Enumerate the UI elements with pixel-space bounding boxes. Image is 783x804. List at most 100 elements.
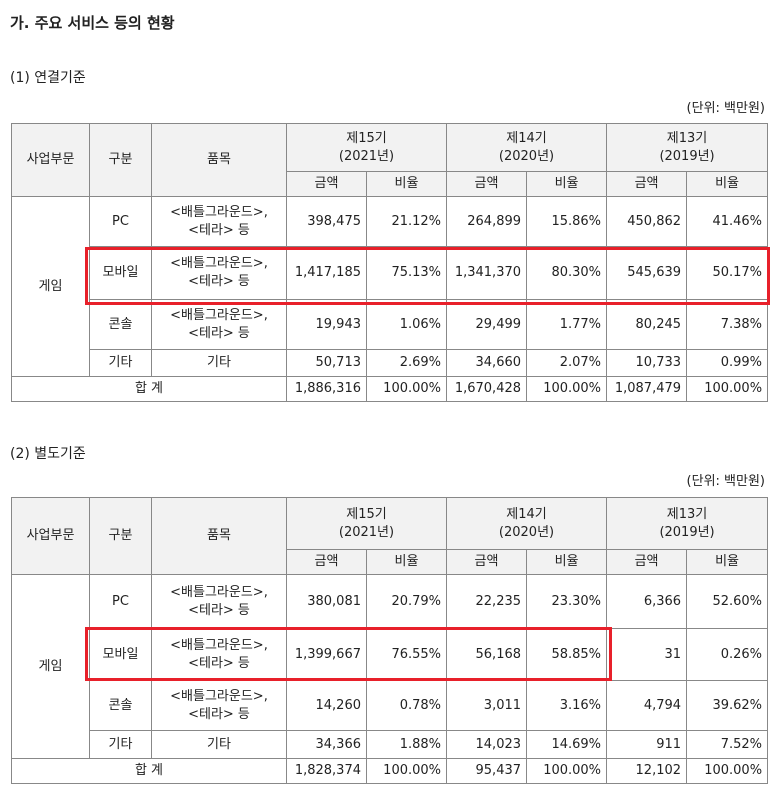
item-cell: 기타 <box>151 730 287 759</box>
total-value-cell: 95,437 <box>446 758 528 784</box>
category-cell: 기타 <box>89 730 152 759</box>
value-cell: 1.06% <box>365 299 448 350</box>
value-cell: 14.69% <box>526 730 608 759</box>
value-cell: 10,733 <box>606 349 688 377</box>
separate-subtitle: (2) 별도기준 <box>10 446 86 462</box>
header-period-13: 제13기 (2019년) <box>606 497 769 550</box>
category-cell: PC <box>89 196 152 247</box>
category-cell: 콘솔 <box>89 680 152 731</box>
value-cell: 34,366 <box>286 730 367 759</box>
value-cell: 1.88% <box>365 730 448 759</box>
value-cell: 52.60% <box>686 574 769 629</box>
value-cell: 3.16% <box>526 680 608 731</box>
value-cell: 22,235 <box>446 574 528 629</box>
value-cell: 50,713 <box>286 349 367 377</box>
value-cell: 1,417,185 <box>286 246 367 300</box>
item-cell: <배틀그라운드>, <테라> 등 <box>151 299 287 350</box>
table-row: 모바일 <배틀그라운드>, <테라> 등 1,399,667 76.55% 56,… <box>12 628 769 681</box>
header-category: 구분 <box>89 123 152 197</box>
item-cell: <배틀그라운드>, <테라> 등 <box>151 196 287 247</box>
separate-unit-note: (단위: 백만원) <box>686 474 765 489</box>
total-row: 합 계 1,886,316 100.00% 1,670,428 100.00% … <box>11 376 769 402</box>
header-category: 구분 <box>89 497 152 575</box>
total-value-cell: 100.00% <box>526 758 608 784</box>
header-amount: 금액 <box>606 171 688 197</box>
value-cell: 19,943 <box>286 299 367 350</box>
division-cell: 게임 <box>11 196 90 377</box>
total-value-cell: 1,087,479 <box>606 376 688 402</box>
header-period-15: 제15기 (2021년) <box>285 497 448 550</box>
total-value-cell: 1,886,316 <box>286 376 367 402</box>
highlight-box-mobile-separate <box>85 627 612 681</box>
category-cell: PC <box>89 574 152 629</box>
total-value-cell: 1,828,374 <box>286 758 367 784</box>
total-value-cell: 1,670,428 <box>446 376 528 402</box>
total-value-cell: 100.00% <box>686 376 769 402</box>
value-cell: 3,011 <box>446 680 528 731</box>
page-title: 가. 주요 서비스 등의 현황 <box>10 14 175 32</box>
value-cell: 31 <box>606 628 688 681</box>
header-ratio: 비율 <box>526 171 608 197</box>
value-cell: 380,081 <box>286 574 367 629</box>
header-period-14: 제14기 (2020년) <box>446 123 608 172</box>
consolidated-subtitle: (1) 연결기준 <box>10 70 86 86</box>
table-row: 모바일 <배틀그라운드>, <테라> 등 1,417,185 75.13% 1,3… <box>12 246 769 300</box>
header-item: 품목 <box>151 497 287 575</box>
item-cell: <배틀그라운드>, <테라> 등 <box>151 574 287 629</box>
header-division: 사업부문 <box>11 123 90 197</box>
header-division: 사업부문 <box>11 497 90 575</box>
total-value-cell: 12,102 <box>606 758 688 784</box>
total-value-cell: 100.00% <box>365 376 448 402</box>
header-amount: 금액 <box>286 171 367 197</box>
total-value-cell: 100.00% <box>686 758 769 784</box>
value-cell: 34,660 <box>446 349 528 377</box>
value-cell: 20.79% <box>365 574 448 629</box>
header-ratio: 비율 <box>365 549 448 575</box>
value-cell: 1.77% <box>526 299 608 350</box>
table-row: 기타 기타 50,713 2.69% 34,660 2.07% 10,733 0… <box>12 349 769 377</box>
value-cell: 0.78% <box>365 680 448 731</box>
value-cell: 545,639 <box>606 246 688 300</box>
total-value-cell: 100.00% <box>365 758 448 784</box>
value-cell: 0.99% <box>686 349 769 377</box>
table-row: 기타 기타 34,366 1.88% 14,023 14.69% 911 7.5… <box>12 730 769 759</box>
value-cell: 264,899 <box>446 196 528 247</box>
total-row: 합 계 1,828,374 100.00% 95,437 100.00% 12,… <box>11 758 769 784</box>
value-cell: 80,245 <box>606 299 688 350</box>
value-cell: 1,341,370 <box>446 246 528 300</box>
header-period-14: 제14기 (2020년) <box>446 497 608 550</box>
category-cell: 콘솔 <box>89 299 152 350</box>
header-period-15: 제15기 (2021년) <box>285 123 448 172</box>
header-period-13: 제13기 (2019년) <box>606 123 769 172</box>
total-label: 합 계 <box>11 758 287 784</box>
consolidated-unit-note: (단위: 백만원) <box>686 101 765 116</box>
value-cell: 2.07% <box>526 349 608 377</box>
value-cell: 4,794 <box>606 680 688 731</box>
header-amount: 금액 <box>446 549 528 575</box>
table-row: 콘솔 <배틀그라운드>, <테라> 등 14,260 0.78% 3,011 3.… <box>12 680 769 731</box>
header-item: 품목 <box>151 123 287 197</box>
value-cell: 7.38% <box>686 299 769 350</box>
value-cell: 2.69% <box>365 349 448 377</box>
value-cell: 39.62% <box>686 680 769 731</box>
value-cell: 15.86% <box>526 196 608 247</box>
value-cell: 0.26% <box>686 628 769 681</box>
table-row: 게임 PC <배틀그라운드>, <테라> 등 398,475 21.12% 264… <box>11 196 769 377</box>
header-ratio: 비율 <box>686 549 769 575</box>
header-ratio: 비율 <box>686 171 769 197</box>
header-ratio: 비율 <box>526 549 608 575</box>
header-amount: 금액 <box>446 171 528 197</box>
separate-table: 사업부문 구분 품목 제15기 (2021년) 제14기 (2020년) 제13기(… <box>11 497 769 784</box>
value-cell: 6,366 <box>606 574 688 629</box>
value-cell: 7.52% <box>686 730 769 759</box>
category-cell: 기타 <box>89 349 152 377</box>
division-cell: 게임 <box>11 574 90 759</box>
item-cell: <배틀그라운드>, <테라> 등 <box>151 680 287 731</box>
value-cell: 29,499 <box>446 299 528 350</box>
item-cell: 기타 <box>151 349 287 377</box>
value-cell: 41.46% <box>686 196 769 247</box>
value-cell: 911 <box>606 730 688 759</box>
header-ratio: 비율 <box>365 171 448 197</box>
value-cell: 14,023 <box>446 730 528 759</box>
value-cell: 23.30% <box>526 574 608 629</box>
